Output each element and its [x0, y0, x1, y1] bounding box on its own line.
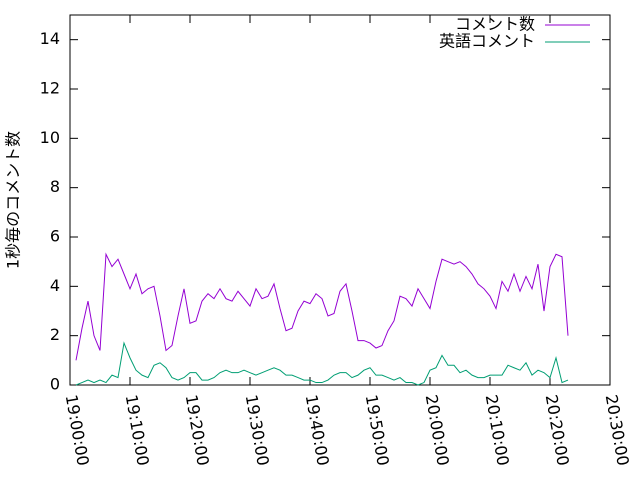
y-tick-label: 4 — [50, 276, 60, 295]
series-line — [75, 252, 569, 361]
series-line — [75, 341, 569, 386]
plot-frame — [69, 14, 611, 386]
y-tick-label: 14 — [40, 29, 60, 48]
x-tick-label: 19:30:00 — [242, 393, 273, 467]
x-tick-label: 19:00:00 — [62, 393, 93, 467]
x-tick-label: 20:30:00 — [602, 393, 633, 467]
y-tick-label: 8 — [50, 177, 60, 196]
y-tick-label: 0 — [50, 375, 60, 394]
x-tick-label: 20:10:00 — [482, 393, 513, 467]
y-tick-label: 12 — [40, 79, 60, 98]
legend-label: コメント数 — [455, 15, 535, 34]
y-tick-label: 10 — [40, 128, 60, 147]
x-tick-label: 20:00:00 — [422, 393, 453, 467]
legend-label: 英語コメント — [439, 32, 535, 51]
y-tick-label: 2 — [50, 325, 60, 344]
y-tick-label: 6 — [50, 227, 60, 246]
x-tick-label: 19:40:00 — [302, 393, 333, 467]
x-tick-label: 19:20:00 — [182, 393, 213, 467]
x-tick-label: 19:10:00 — [122, 393, 153, 467]
y-axis-label: 1秒毎のコメント数 — [4, 131, 23, 269]
x-tick-label: 20:20:00 — [542, 393, 573, 467]
x-tick-label: 19:50:00 — [362, 393, 393, 467]
